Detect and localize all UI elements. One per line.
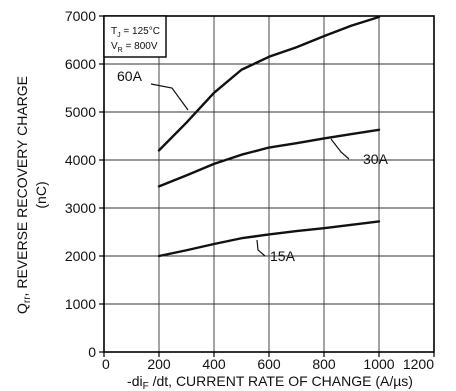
x-tick-label-0: 0 — [102, 356, 110, 372]
x-tick-label-800: 800 — [312, 356, 336, 372]
y-axis-title-group: Qrr, REVERSE RECOVERY CHARGE — [14, 76, 33, 314]
series-line-60A — [157, 15, 381, 152]
series-line-30A — [157, 128, 381, 188]
series-leader-15A — [256, 239, 266, 257]
y-tick-label-6000: 6000 — [65, 56, 96, 72]
axis-ticks: 0 200 400 600 800 1000 1200 0 1000 2000 3000 4000 50… — [65, 8, 435, 372]
tj-annotation: TJ = 125°C — [111, 26, 160, 39]
series-label-30A: 30A — [363, 151, 389, 167]
series-label-60A: 60A — [117, 68, 143, 84]
y-tick-label-4000: 4000 — [65, 152, 96, 168]
grid-lines — [104, 16, 434, 352]
x-tick-label-200: 200 — [147, 356, 171, 372]
y-tick-label-0: 0 — [88, 344, 96, 360]
vr-annotation: VR = 800V — [111, 41, 158, 54]
x-axis-title: -diF /dt, CURRENT RATE OF CHANGE (A/µs) — [127, 373, 413, 391]
x-tick-label-600: 600 — [257, 356, 281, 372]
series-line-15A — [157, 220, 381, 258]
x-tick-label-1000: 1000 — [363, 356, 394, 372]
y-tick-label-5000: 5000 — [65, 104, 96, 120]
y-axis-title: Qrr, REVERSE RECOVERY CHARGE — [14, 76, 33, 314]
series-label-15A: 15A — [270, 248, 296, 264]
series-leader-60A — [150, 83, 189, 111]
y-axis-unit-group: (nC) — [33, 181, 49, 208]
y-tick-label-2000: 2000 — [65, 248, 96, 264]
x-tick-label-1200: 1200 — [403, 356, 434, 372]
y-tick-label-1000: 1000 — [65, 296, 96, 312]
x-tick-label-400: 400 — [202, 356, 226, 372]
y-tick-label-7000: 7000 — [65, 8, 96, 24]
conditions-box — [103, 15, 167, 58]
y-tick-label-3000: 3000 — [65, 200, 96, 216]
series-leader-30A — [330, 138, 350, 160]
data-series — [157, 15, 381, 258]
conditions-annotation: TJ = 125°C VR = 800V — [103, 15, 167, 58]
y-axis-unit: (nC) — [33, 181, 49, 208]
series-labels: 60A 30A 15A — [117, 68, 389, 264]
